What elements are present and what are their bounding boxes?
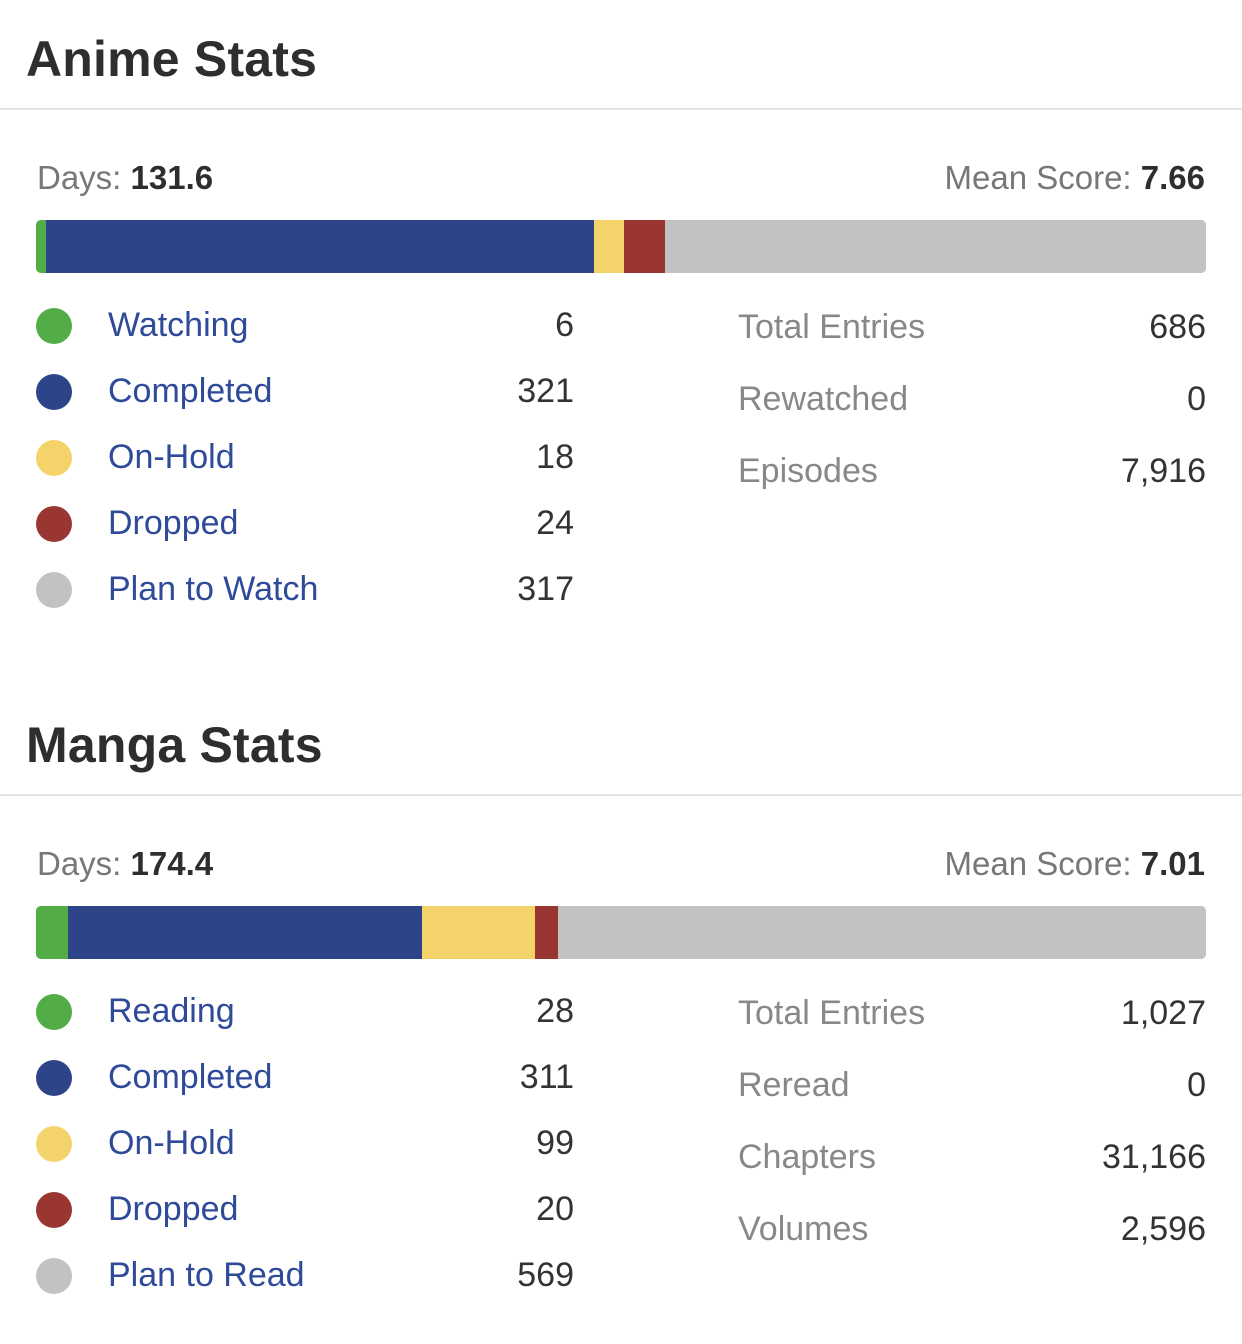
manga-stats-title: Manga Stats [26, 717, 323, 773]
anime-bar-watching [36, 220, 47, 273]
anime-status-watching-count: 6 [555, 306, 574, 344]
anime-status-completed-count: 321 [517, 372, 574, 410]
manga-days-label: Days: [37, 845, 122, 882]
manga-status-dropped-count: 20 [536, 1190, 574, 1228]
manga-status-completed-link[interactable]: Completed [108, 1058, 273, 1096]
manga-chapters-value: 31,166 [1102, 1138, 1206, 1176]
manga-total-entries-value: 1,027 [1120, 994, 1206, 1032]
anime-rewatched-value: 0 [1187, 380, 1206, 418]
manga-status-dropped-link[interactable]: Dropped [108, 1190, 239, 1228]
manga-total-entries: Total Entries 1,027 [738, 984, 1206, 1044]
manga-status-plan-to-read[interactable]: Plan to Read 569 [0, 1246, 600, 1306]
anime-episodes: Episodes 7,916 [738, 442, 1206, 502]
manga-stats-section: Manga Stats Days: 174.4 Mean Score: 7.01… [0, 686, 1242, 1344]
manga-bar-reading [36, 906, 68, 959]
anime-status-on-hold[interactable]: On-Hold 18 [0, 428, 600, 488]
anime-status-dropped[interactable]: Dropped 24 [0, 494, 600, 554]
manga-reread: Reread 0 [738, 1056, 1206, 1116]
anime-status-completed-link[interactable]: Completed [108, 372, 273, 410]
manga-reread-label: Reread [738, 1066, 850, 1104]
anime-status-completed[interactable]: Completed 321 [0, 362, 600, 422]
manga-bar-completed [67, 906, 423, 959]
anime-status-plan-to-watch-count: 317 [517, 570, 574, 608]
anime-title-divider [0, 108, 1242, 110]
manga-volumes: Volumes 2,596 [738, 1200, 1206, 1260]
manga-bar-plan-to-read [557, 906, 1206, 959]
anime-episodes-value: 7,916 [1120, 452, 1206, 490]
anime-total-entries-label: Total Entries [738, 308, 926, 346]
anime-total-entries-value: 686 [1149, 308, 1206, 346]
manga-status-completed[interactable]: Completed 311 [0, 1048, 600, 1108]
manga-status-bar [36, 906, 1206, 959]
manga-status-reading-count: 28 [536, 992, 574, 1030]
anime-rewatched: Rewatched 0 [738, 370, 1206, 430]
status-dot-icon [36, 440, 72, 476]
manga-reread-value: 0 [1187, 1066, 1206, 1104]
anime-days: Days: 131.6 [37, 158, 213, 198]
manga-days: Days: 174.4 [37, 844, 213, 884]
anime-status-on-hold-link[interactable]: On-Hold [108, 438, 235, 476]
anime-status-watching-link[interactable]: Watching [108, 306, 249, 344]
anime-status-watching[interactable]: Watching 6 [0, 296, 600, 356]
anime-bar-dropped [624, 220, 666, 273]
anime-status-dropped-count: 24 [536, 504, 574, 542]
anime-mean-score: Mean Score: 7.66 [945, 158, 1206, 198]
anime-status-bar [36, 220, 1206, 273]
manga-status-reading-link[interactable]: Reading [108, 992, 235, 1030]
manga-bar-on-hold [422, 906, 535, 959]
anime-mean-score-label: Mean Score: [944, 159, 1132, 196]
manga-status-reading[interactable]: Reading 28 [0, 982, 600, 1042]
anime-days-value: 131.6 [130, 159, 214, 196]
manga-bar-dropped [534, 906, 558, 959]
anime-status-dropped-link[interactable]: Dropped [108, 504, 239, 542]
manga-status-completed-count: 311 [519, 1058, 574, 1096]
status-dot-icon [36, 572, 72, 608]
manga-status-on-hold-count: 99 [536, 1124, 574, 1162]
anime-rewatched-label: Rewatched [738, 380, 909, 418]
status-dot-icon [36, 1192, 72, 1228]
anime-stats-title: Anime Stats [26, 31, 318, 87]
manga-status-on-hold[interactable]: On-Hold 99 [0, 1114, 600, 1174]
status-dot-icon [36, 506, 72, 542]
status-dot-icon [36, 1060, 72, 1096]
anime-total-entries: Total Entries 686 [738, 298, 1206, 358]
manga-status-dropped[interactable]: Dropped 20 [0, 1180, 600, 1240]
anime-status-plan-to-watch[interactable]: Plan to Watch 317 [0, 560, 600, 620]
manga-chapters: Chapters 31,166 [738, 1128, 1206, 1188]
anime-episodes-label: Episodes [738, 452, 878, 490]
manga-mean-score-label: Mean Score: [944, 845, 1132, 882]
manga-mean-score: Mean Score: 7.01 [945, 844, 1206, 884]
manga-title-divider [0, 794, 1242, 796]
manga-chapters-label: Chapters [738, 1138, 876, 1176]
anime-mean-score-value: 7.66 [1140, 159, 1205, 196]
status-dot-icon [36, 374, 72, 410]
status-dot-icon [36, 308, 72, 344]
anime-bar-on-hold [593, 220, 625, 273]
anime-status-plan-to-watch-link[interactable]: Plan to Watch [108, 570, 319, 608]
status-dot-icon [36, 1126, 72, 1162]
manga-volumes-label: Volumes [738, 1210, 869, 1248]
anime-status-on-hold-count: 18 [536, 438, 574, 476]
anime-days-label: Days: [37, 159, 122, 196]
status-dot-icon [36, 994, 72, 1030]
manga-status-on-hold-link[interactable]: On-Hold [108, 1124, 235, 1162]
manga-status-plan-to-read-link[interactable]: Plan to Read [108, 1256, 305, 1294]
status-dot-icon [36, 1258, 72, 1294]
manga-total-entries-label: Total Entries [738, 994, 926, 1032]
anime-bar-completed [46, 220, 594, 273]
manga-mean-score-value: 7.01 [1140, 845, 1205, 882]
manga-status-plan-to-read-count: 569 [517, 1256, 574, 1294]
manga-volumes-value: 2,596 [1120, 1210, 1206, 1248]
anime-bar-plan-to-watch [665, 220, 1206, 273]
manga-days-value: 174.4 [130, 845, 214, 882]
anime-stats-section: Anime Stats Days: 131.6 Mean Score: 7.66… [0, 31, 1242, 620]
